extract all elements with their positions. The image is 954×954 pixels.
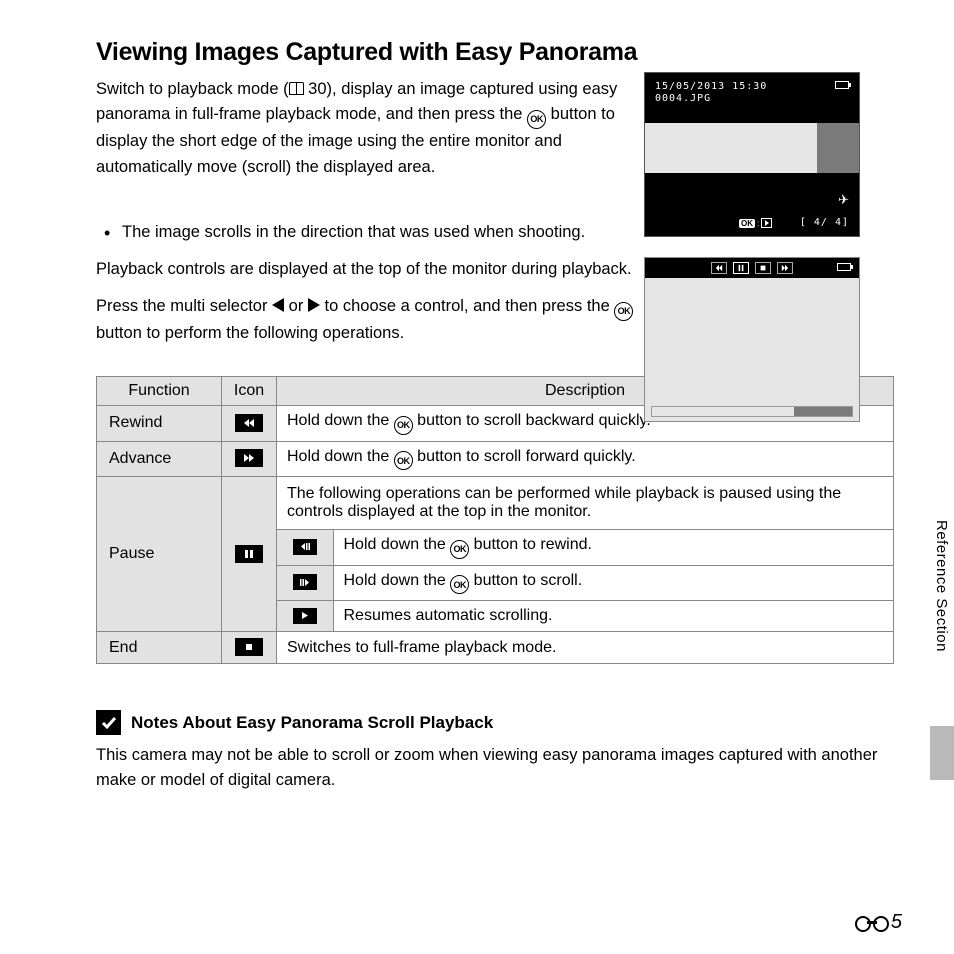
step-forward-icon xyxy=(293,574,317,590)
sub-desc: Resumes automatic scrolling. xyxy=(333,601,893,632)
table-row: Hold down the OK button to scroll. xyxy=(277,565,893,601)
left-arrow-icon xyxy=(272,298,284,312)
text: button to scroll. xyxy=(469,572,582,589)
notes-section: Notes About Easy Panorama Scroll Playbac… xyxy=(96,710,894,793)
fn-name: Pause xyxy=(97,477,222,632)
pause-subtable: Hold down the OK button to rewind. Hold … xyxy=(277,530,893,631)
fn-icon-cell xyxy=(222,632,277,664)
screen-filename: 0004.JPG xyxy=(655,93,711,104)
stop-icon xyxy=(755,262,771,274)
fn-icon-cell xyxy=(222,406,277,442)
sub-icon-cell xyxy=(277,530,333,565)
playback-controls-bar xyxy=(645,258,859,278)
fn-icon-cell xyxy=(222,441,277,477)
scroll-indicator xyxy=(651,406,853,417)
table-row: End Switches to full-frame playback mode… xyxy=(97,632,894,664)
notes-body: This camera may not be able to scroll or… xyxy=(96,743,894,793)
text: or xyxy=(284,297,308,315)
text: Press the multi selector xyxy=(96,297,272,315)
bullet-block: The image scrolls in the direction that … xyxy=(96,220,636,245)
bullet-item: The image scrolls in the direction that … xyxy=(122,220,636,245)
page-title: Viewing Images Captured with Easy Panora… xyxy=(96,38,894,67)
panorama-strip xyxy=(645,123,859,173)
battery-icon xyxy=(837,263,851,271)
pause-icon xyxy=(235,545,263,563)
advance-icon xyxy=(235,449,263,467)
text: to choose a control, and then press the xyxy=(320,297,614,315)
playback-info: Playback controls are displayed at the t… xyxy=(96,257,656,282)
intro-paragraph: Switch to playback mode ( 30), display a… xyxy=(96,77,636,180)
stop-icon xyxy=(235,638,263,656)
pause-intro: The following operations can be performe… xyxy=(277,477,893,530)
fn-desc: Switches to full-frame playback mode. xyxy=(277,632,894,664)
camera-screen-playback xyxy=(644,257,860,422)
text: button to scroll backward quickly. xyxy=(413,412,651,429)
play-icon xyxy=(293,608,317,624)
ok-button-icon: OK xyxy=(394,416,413,435)
text: button to rewind. xyxy=(469,536,592,553)
ok-button-icon: OK xyxy=(614,302,633,321)
sub-desc: Hold down the OK button to rewind. xyxy=(333,530,893,565)
ok-button-icon: OK xyxy=(527,110,546,129)
fn-name: End xyxy=(97,632,222,664)
ok-button-icon: OK xyxy=(450,575,469,594)
sub-icon-cell xyxy=(277,565,333,601)
ok-badge: OK xyxy=(739,219,755,228)
note-check-icon xyxy=(96,710,121,735)
section-side-label: Reference Section xyxy=(933,520,950,652)
press-info: Press the multi selector or to choose a … xyxy=(96,294,656,346)
ok-play-indicator: OK : xyxy=(739,218,772,228)
screen-date: 15/05/2013 15:30 xyxy=(655,81,767,92)
intro-text: Switch to playback mode ( xyxy=(96,80,289,98)
advance-icon xyxy=(777,262,793,274)
sub-desc: Hold down the OK button to scroll. xyxy=(333,565,893,601)
table-row: Pause The following operations can be pe… xyxy=(97,477,894,632)
table-row: Hold down the OK button to rewind. xyxy=(277,530,893,565)
rewind-icon xyxy=(711,262,727,274)
battery-icon xyxy=(835,81,849,89)
fn-desc: Hold down the OK button to scroll forwar… xyxy=(277,441,894,477)
text: : xyxy=(757,219,759,228)
ok-button-icon: OK xyxy=(450,540,469,559)
notes-title: Notes About Easy Panorama Scroll Playbac… xyxy=(131,713,493,733)
page-number: 5 xyxy=(855,911,902,934)
page-number-value: 5 xyxy=(891,911,902,934)
sub-icon-cell xyxy=(277,601,333,632)
image-counter: [ 4/ 4] xyxy=(800,217,849,228)
camera-screen-preview: 15/05/2013 15:30 0004.JPG OK : ✈ [ 4/ 4] xyxy=(644,72,860,237)
play-icon xyxy=(761,218,772,228)
step-rewind-icon xyxy=(293,539,317,555)
text: Hold down the xyxy=(287,412,394,429)
text: button to scroll forward quickly. xyxy=(413,448,636,465)
manual-ref-icon xyxy=(289,82,304,95)
text: Hold down the xyxy=(344,536,451,553)
gps-icon: ✈ xyxy=(838,192,849,208)
rewind-icon xyxy=(235,414,263,432)
section-tab xyxy=(930,726,954,780)
table-row: Resumes automatic scrolling. xyxy=(277,601,893,632)
right-arrow-icon xyxy=(308,298,320,312)
text: Hold down the xyxy=(287,448,394,465)
col-function: Function xyxy=(97,377,222,406)
fn-icon-cell xyxy=(222,477,277,632)
fn-desc: The following operations can be performe… xyxy=(277,477,894,632)
fn-name: Advance xyxy=(97,441,222,477)
ok-button-icon: OK xyxy=(394,451,413,470)
page-link-icon xyxy=(855,915,889,931)
fn-name: Rewind xyxy=(97,406,222,442)
pause-icon xyxy=(733,262,749,274)
table-row: Advance Hold down the OK button to scrol… xyxy=(97,441,894,477)
text: button to perform the following operatio… xyxy=(96,324,404,342)
text: Hold down the xyxy=(344,572,451,589)
col-icon: Icon xyxy=(222,377,277,406)
